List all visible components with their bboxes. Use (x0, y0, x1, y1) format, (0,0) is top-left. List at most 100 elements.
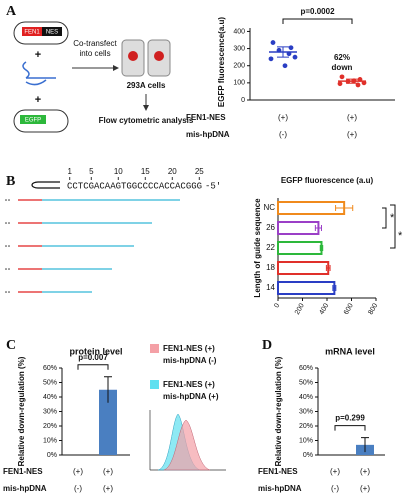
point (270, 40, 276, 45)
error-bar (319, 245, 324, 251)
bracket (390, 204, 396, 249)
position-label: 25 (195, 167, 204, 176)
y-axis-label: EGFP fluorescence(a.u) (217, 17, 226, 107)
legend-label: FEN1-NES (+) (163, 380, 215, 389)
condition-value: (+) (360, 484, 370, 493)
legend-label: FEN1-NES (+) (163, 344, 215, 353)
y-tick-label: NC (263, 203, 275, 212)
guide-lines (18, 199, 180, 293)
hairpin-dna (22, 61, 56, 86)
plus: + (35, 49, 41, 61)
y-tick-label: 18 (266, 263, 275, 272)
x-tick-label: 200 (294, 302, 306, 316)
condition-name: mis-hpDNA (186, 130, 230, 139)
sequence-end: -5' (205, 181, 221, 191)
condition-name: FEN1-NES (186, 113, 226, 122)
step-label: into cells (79, 49, 110, 58)
bar (277, 281, 336, 295)
y-tick-label: 30% (43, 408, 57, 415)
plasmid (13, 21, 69, 45)
x-tick-label: 600 (343, 302, 355, 316)
annotation: 62% (334, 53, 350, 62)
y-tick-label: 300 (233, 45, 245, 52)
step-label: Co-transfect (73, 39, 117, 48)
bracket (282, 18, 353, 24)
y-tick-label: 20% (299, 423, 313, 430)
condition-name: mis-hpDNA (3, 484, 47, 493)
position-label: 15 (141, 167, 150, 176)
bar (277, 261, 330, 275)
cell-label: 293A cells (127, 81, 166, 90)
condition-value: (-) (331, 484, 339, 493)
y-tick-label: 50% (43, 379, 57, 386)
error-bar (332, 285, 337, 291)
hairpin-icon (31, 181, 60, 189)
y-tick-label: 0% (47, 452, 57, 459)
x-tick-label: 0 (273, 302, 281, 309)
position-label: 10 (114, 167, 123, 176)
p-value: p=0.299 (335, 414, 365, 423)
gene-box (42, 27, 62, 36)
y-tick-label: 60% (43, 365, 57, 372)
bracket (334, 425, 366, 431)
point (282, 63, 288, 69)
error-bar (104, 376, 112, 403)
point (268, 56, 274, 62)
y-tick-label: 40% (43, 394, 57, 401)
p-value: p=0.0002 (300, 7, 335, 16)
y-axis-label: Relative down-regulation (%) (274, 356, 283, 466)
error-bar (335, 205, 354, 211)
position-label: 5 (89, 167, 94, 176)
legend-swatch (150, 344, 159, 353)
error-bar (361, 437, 369, 453)
error-bar (325, 265, 331, 271)
y-tick-label: 10% (299, 437, 313, 444)
panel-label: C (6, 338, 16, 353)
significance: * (390, 212, 395, 224)
condition-value: (+) (103, 484, 113, 493)
annotation: down (332, 63, 353, 72)
condition-value: (-) (279, 130, 287, 139)
position-label: 1 (67, 167, 72, 176)
condition-value: (+) (347, 113, 357, 122)
flow-histogram (149, 410, 226, 471)
condition-value: (-) (74, 484, 82, 493)
sequence: CCTCGACAAGTGGCCCCACCACGGG (67, 181, 202, 191)
condition-value: (+) (278, 113, 288, 122)
condition-value: (+) (347, 130, 357, 139)
y-axis-label: Length of guide sequence (253, 198, 262, 298)
bar (277, 221, 320, 235)
y-tick-label: 60% (299, 365, 313, 372)
panel-label: A (6, 4, 17, 19)
panel-label: D (262, 338, 272, 353)
x-tick-label: 400 (318, 302, 330, 316)
y-tick-label: 400 (233, 28, 245, 35)
x-tick-label: 800 (367, 302, 379, 316)
dots (5, 199, 10, 293)
y-tick-label: 200 (233, 63, 245, 70)
error-bar (346, 78, 358, 84)
cells (128, 51, 138, 61)
point (288, 45, 294, 51)
chart-title: EGFP fluorescence (a.u) (281, 176, 374, 185)
condition-value: (+) (360, 467, 370, 476)
gene-box (22, 27, 42, 36)
y-tick-label: 30% (299, 408, 313, 415)
chart-title: protein level (69, 346, 122, 356)
condition-name: mis-hpDNA (258, 484, 302, 493)
chart-title: mRNA level (325, 346, 375, 356)
bar (277, 241, 323, 255)
point (339, 74, 345, 80)
gene-label: EGFP (25, 118, 41, 124)
bar (277, 201, 346, 215)
y-tick-label: 22 (266, 243, 275, 252)
y-tick-label: 50% (299, 379, 313, 386)
condition-value: (+) (73, 467, 83, 476)
plasmid (13, 109, 69, 133)
condition-value: (+) (103, 467, 113, 476)
y-tick-label: 14 (266, 283, 275, 292)
y-tick-label: 10% (43, 437, 57, 444)
panel-label: B (6, 174, 15, 189)
y-tick-label: 100 (233, 80, 245, 87)
